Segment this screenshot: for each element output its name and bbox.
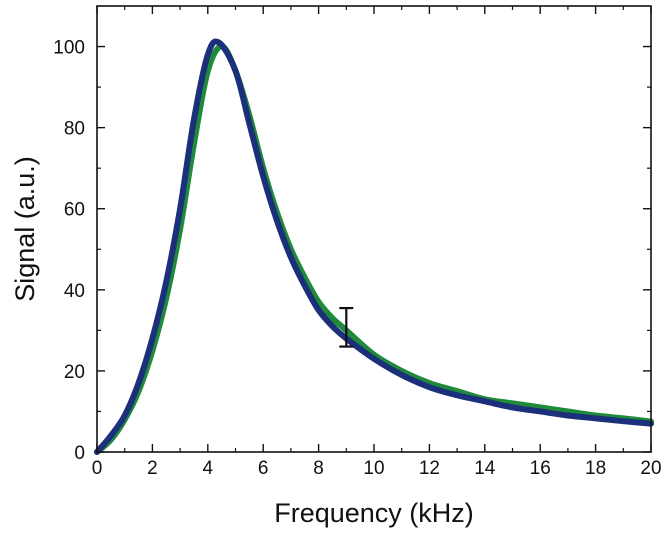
x-tick-label: 14 bbox=[474, 458, 496, 479]
y-tick-label: 60 bbox=[64, 200, 85, 221]
x-tick-label: 6 bbox=[258, 458, 269, 479]
tick-labels: 0 2 4 6 8 10 12 14 16 18 20 0 20 40 60 80 100 bbox=[53, 38, 661, 479]
x-tick-label: 18 bbox=[585, 458, 606, 479]
x-tick-label: 8 bbox=[313, 458, 324, 479]
x-tick-label: 2 bbox=[147, 458, 158, 479]
y-tick-label: 0 bbox=[74, 443, 85, 464]
x-tick-label: 10 bbox=[363, 458, 384, 479]
series-layer bbox=[94, 38, 654, 455]
y-tick-label: 40 bbox=[64, 281, 85, 302]
plot-frame bbox=[96, 5, 652, 453]
series-line-1 bbox=[94, 43, 654, 455]
y-tick-label: 100 bbox=[53, 38, 85, 59]
x-tick-label: 4 bbox=[203, 458, 214, 479]
y-axis-title: Signal (a.u.) bbox=[10, 156, 40, 302]
x-tick-label: 16 bbox=[530, 458, 551, 479]
error-bar bbox=[339, 306, 354, 348]
x-tick-label: 20 bbox=[640, 458, 661, 479]
y-tick-label: 20 bbox=[64, 362, 85, 383]
x-axis-title: Frequency (kHz) bbox=[274, 498, 474, 528]
x-tick-label: 12 bbox=[419, 458, 440, 479]
y-tick-label: 80 bbox=[64, 119, 85, 140]
x-tick-label: 0 bbox=[92, 458, 103, 479]
series-line-2 bbox=[94, 38, 654, 455]
